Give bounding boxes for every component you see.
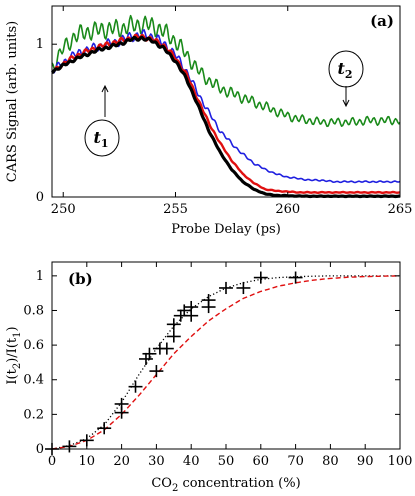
data-point	[201, 300, 216, 314]
panel-label: (a)	[370, 12, 394, 30]
y-axis-label: I(t2)/I(t1)	[5, 326, 23, 384]
y-tick-label: 1	[36, 269, 44, 284]
x-tick-label: 250	[51, 202, 76, 217]
y-tick-label: 0.4	[23, 373, 44, 388]
panel-label: (b)	[68, 270, 93, 288]
series-line-2	[51, 29, 401, 184]
x-tick-label: 90	[357, 454, 374, 469]
plot-frame-a	[51, 5, 401, 198]
y-tick-label: 1	[36, 37, 44, 52]
series-line-1	[51, 14, 401, 128]
x-tick-label: 50	[218, 454, 235, 469]
data-point	[114, 397, 129, 411]
arrow-head	[101, 84, 109, 93]
data-point	[184, 309, 199, 322]
x-axis-label: CO2 concentration (%)	[151, 476, 300, 494]
arrow-head	[342, 99, 350, 108]
x-tick-label: 70	[287, 454, 304, 469]
panel-b: 0 10 20 30 40 50 60 70 80 90 100 0 0.2 0.4 0.6 0.8 1 CO2 …	[5, 261, 413, 494]
data-point	[159, 342, 174, 355]
data-point	[288, 271, 303, 284]
data-point	[62, 440, 77, 453]
data-point	[139, 352, 153, 366]
x-tick-label: 80	[322, 454, 339, 469]
data-point	[128, 380, 143, 393]
x-tick-label: 265	[388, 202, 413, 217]
y-tick-label: 0.8	[23, 303, 44, 318]
y-tick-label: 0.2	[23, 407, 44, 422]
data-point	[219, 281, 233, 295]
x-tick-label: 255	[163, 202, 188, 217]
x-tick-label: 100	[388, 454, 413, 469]
data-point	[236, 281, 251, 295]
y-tick-label: 0.6	[23, 338, 44, 353]
data-point	[166, 318, 181, 331]
data-point	[149, 365, 164, 378]
x-tick-label: 60	[253, 454, 270, 469]
fit-curve-2	[51, 275, 400, 450]
y-axis-label: CARS Signal (arb. units)	[5, 21, 20, 182]
x-tick-label: 260	[275, 202, 300, 217]
y-tick-label: 0	[36, 190, 44, 205]
x-tick-label: 30	[148, 454, 165, 469]
x-axis-label: Probe Delay (ps)	[171, 222, 281, 237]
y-tick-label: 0	[36, 442, 44, 457]
annotation-circle	[84, 119, 120, 157]
panel-a: 250 255 260 265 0 1 Probe Delay (ps) CARS Signa…	[5, 5, 413, 237]
data-point	[142, 347, 157, 360]
series-line-4	[50, 35, 401, 199]
x-tick-label: 40	[183, 454, 200, 469]
data-point	[97, 422, 112, 435]
data-point	[166, 330, 181, 343]
x-tick-label: 10	[79, 454, 96, 469]
x-tick-label: 0	[48, 454, 56, 469]
data-point	[253, 271, 268, 284]
x-tick-label: 20	[113, 454, 130, 469]
